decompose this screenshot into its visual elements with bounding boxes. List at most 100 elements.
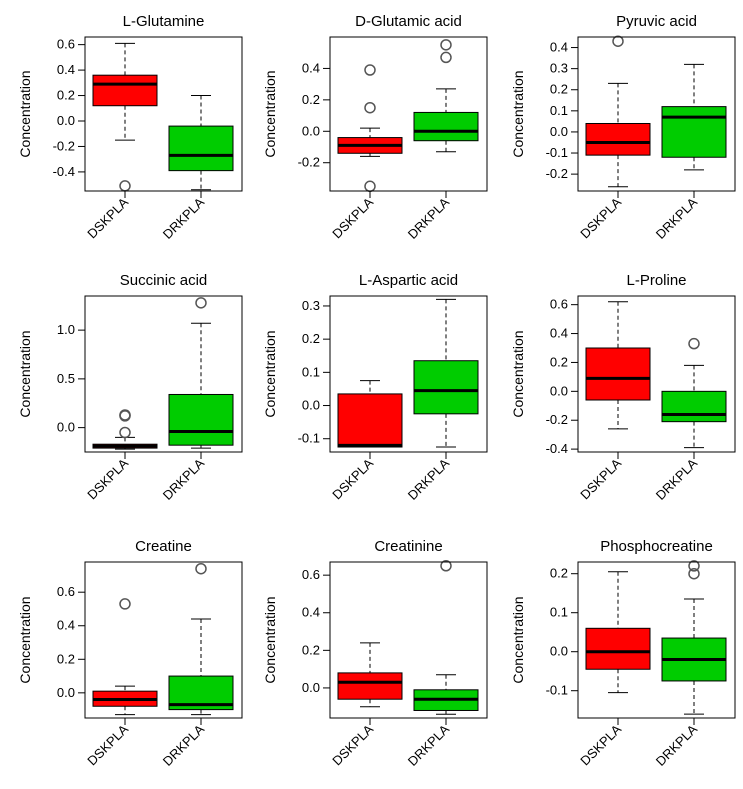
y-tick-label: 0.0: [302, 398, 320, 413]
y-tick-label: 0.2: [550, 82, 568, 97]
x-category-label: DSKPLA: [329, 455, 376, 502]
y-tick-label: 0.0: [57, 113, 75, 128]
outlier-point: [119, 598, 131, 610]
chart-title: Pyruvic acid: [616, 13, 697, 30]
y-tick-label: 0.0: [302, 123, 320, 138]
outlier-point: [688, 567, 700, 580]
chart-panel-6: L-Proline Concentration 0.6 0.4 0.2 0.0 -0.2 -0…: [510, 272, 736, 503]
chart-title: L-Aspartic acid: [359, 272, 458, 289]
y-tick-label: -0.1: [546, 145, 568, 160]
chart-title: L-Glutamine: [123, 13, 205, 30]
y-tick-label: 0.2: [302, 331, 320, 346]
y-tick-label: 0.4: [550, 40, 568, 55]
y-tick-label: 0.4: [57, 618, 75, 633]
y-tick-label: 0.3: [302, 298, 320, 313]
chart-panel-3: Pyruvic acid Concentration 0.4 0.3 0.2 0.1 0.0…: [510, 13, 736, 242]
y-tick-label: 1.0: [57, 322, 75, 337]
x-category-label: DRKPLA: [405, 455, 453, 503]
y-tick-label: 0.6: [550, 297, 568, 312]
chart-panel-4: Succinic acid Concentration 1.0 0.5 0.0 DSKPL…: [17, 272, 243, 503]
outlier-point: [119, 180, 131, 192]
y-axis-label: Concentration: [262, 596, 278, 683]
x-category-label: DRKPLA: [160, 194, 208, 242]
y-tick-label: -0.4: [53, 164, 75, 179]
chart-title: Phosphocreatine: [600, 538, 713, 555]
outlier-point: [440, 39, 452, 51]
box-dskpla: [337, 672, 403, 700]
y-tick-label: 0.2: [550, 354, 568, 369]
y-tick-label: 0.5: [57, 371, 75, 386]
y-tick-label: 0.0: [57, 420, 75, 435]
chart-panel-5: L-Aspartic acid Concentration 0.3 0.2 0.1 0.0…: [262, 272, 488, 503]
outlier-point: [119, 410, 131, 422]
y-axis-label: Concentration: [262, 330, 278, 417]
box-drkpla: [168, 393, 234, 446]
plot-frame: [329, 36, 488, 192]
plot-frame: [84, 36, 243, 192]
y-tick-label: 0.2: [550, 566, 568, 581]
y-tick-label: -0.1: [546, 683, 568, 698]
y-tick-label: 0.0: [302, 680, 320, 695]
y-axis-label: Concentration: [510, 70, 526, 157]
outlier-point: [440, 51, 452, 64]
y-tick-label: -0.2: [298, 155, 320, 170]
chart-title: Creatine: [135, 538, 192, 555]
y-tick-label: 0.4: [57, 62, 75, 77]
y-tick-label: -0.1: [298, 431, 320, 446]
y-axis-label: Concentration: [510, 596, 526, 683]
y-tick-label: 0.2: [57, 88, 75, 103]
x-category-label: DSKPLA: [84, 455, 131, 502]
outlier-point: [440, 560, 452, 572]
chart-title: D-Glutamic acid: [355, 13, 462, 30]
x-category-label: DSKPLA: [84, 721, 131, 768]
y-axis-label: Concentration: [262, 70, 278, 157]
box-dskpla: [585, 627, 651, 670]
chart-title: L-Proline: [626, 272, 686, 289]
x-category-label: DRKPLA: [405, 194, 453, 242]
y-tick-label: 0.1: [550, 605, 568, 620]
chart-panel-1: L-Glutamine Concentration 0.6 0.4 0.2 0.0 -0.2…: [17, 13, 243, 242]
y-tick-label: 0.0: [550, 124, 568, 139]
chart-title: Creatinine: [374, 538, 442, 555]
y-tick-label: 0.6: [302, 567, 320, 582]
y-tick-label: 0.2: [57, 651, 75, 666]
plot-frame: [84, 295, 243, 453]
x-category-label: DRKPLA: [653, 194, 701, 242]
y-tick-label: 0.2: [302, 642, 320, 657]
y-tick-label: 0.4: [550, 326, 568, 341]
x-category-label: DRKPLA: [653, 721, 701, 769]
box-dskpla: [337, 393, 403, 448]
x-category-label: DSKPLA: [577, 194, 624, 241]
y-tick-label: -0.2: [53, 138, 75, 153]
box-drkpla: [661, 390, 727, 423]
outlier-point: [364, 64, 376, 76]
x-category-label: DSKPLA: [577, 455, 624, 502]
y-tick-label: 0.1: [550, 103, 568, 118]
plot-frame: [577, 36, 736, 192]
x-category-label: DSKPLA: [84, 194, 131, 241]
box-drkpla: [168, 125, 234, 172]
y-tick-label: 0.4: [302, 605, 320, 620]
outlier-point: [364, 101, 376, 114]
outlier-point: [195, 297, 207, 309]
y-tick-label: 0.3: [550, 61, 568, 76]
chart-panel-7: Creatine Concentration 0.6 0.4 0.2 0.0 DSKPLA D…: [17, 538, 243, 769]
outlier-point: [688, 560, 700, 572]
box-dskpla: [585, 122, 651, 156]
y-tick-label: 0.6: [57, 584, 75, 599]
y-axis-label: Concentration: [17, 70, 33, 157]
chart-panel-8: Creatinine Concentration 0.6 0.4 0.2 0.0 DSKPL…: [262, 538, 488, 769]
plot-frame: [329, 295, 488, 453]
outlier-point: [612, 35, 624, 47]
box-drkpla: [661, 106, 727, 158]
box-drkpla: [413, 111, 479, 142]
x-category-label: DRKPLA: [160, 721, 208, 769]
y-tick-label: 0.4: [302, 60, 320, 75]
box-dskpla: [585, 347, 651, 401]
plot-frame: [577, 561, 736, 719]
outlier-point: [195, 562, 207, 575]
x-category-label: DSKPLA: [329, 194, 376, 241]
y-tick-label: 0.0: [57, 685, 75, 700]
x-category-label: DRKPLA: [653, 455, 701, 503]
x-category-label: DSKPLA: [329, 721, 376, 768]
